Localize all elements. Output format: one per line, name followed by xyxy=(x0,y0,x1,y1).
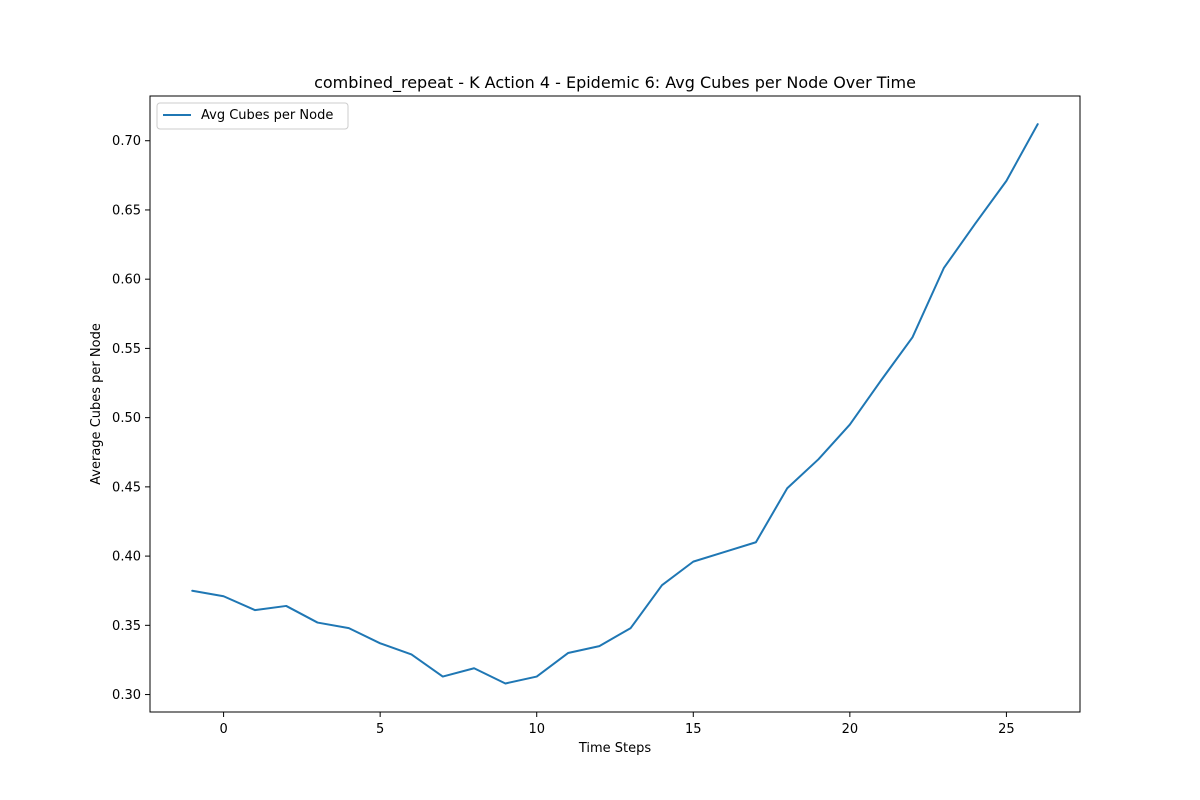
y-axis-label: Average Cubes per Node xyxy=(89,323,104,485)
chart-title: combined_repeat - K Action 4 - Epidemic … xyxy=(314,73,916,93)
y-tick-label: 0.70 xyxy=(112,134,141,149)
series-layer xyxy=(191,123,1039,685)
y-tick-label: 0.45 xyxy=(112,480,141,495)
y-tick-label: 0.50 xyxy=(112,411,141,426)
y-tick-label: 0.30 xyxy=(112,688,141,703)
y-tick-label: 0.55 xyxy=(112,342,141,357)
x-tick-label: 20 xyxy=(842,722,859,737)
series-line-0 xyxy=(191,123,1039,685)
legend: Avg Cubes per Node xyxy=(156,102,349,130)
y-axis: 0.30 0.35 0.40 0.45 0.50 0.55 0.60 0.65 0.70 xyxy=(112,134,150,703)
plot-area xyxy=(149,95,1081,713)
x-tick-label: 25 xyxy=(998,722,1015,737)
y-tick-label: 0.65 xyxy=(112,203,141,218)
legend-label: Avg Cubes per Node xyxy=(201,108,333,123)
y-tick-label: 0.35 xyxy=(112,619,141,634)
legend-box xyxy=(156,102,349,130)
x-tick-label: 0 xyxy=(219,722,227,737)
x-axis-label: Time Steps xyxy=(578,741,652,756)
y-tick-label: 0.60 xyxy=(112,273,141,288)
x-tick-label: 10 xyxy=(528,722,545,737)
y-tick-label: 0.40 xyxy=(112,550,141,565)
x-tick-label: 5 xyxy=(376,722,384,737)
x-tick-label: 15 xyxy=(685,722,702,737)
x-axis: 0 5 10 15 20 25 xyxy=(219,712,1015,737)
